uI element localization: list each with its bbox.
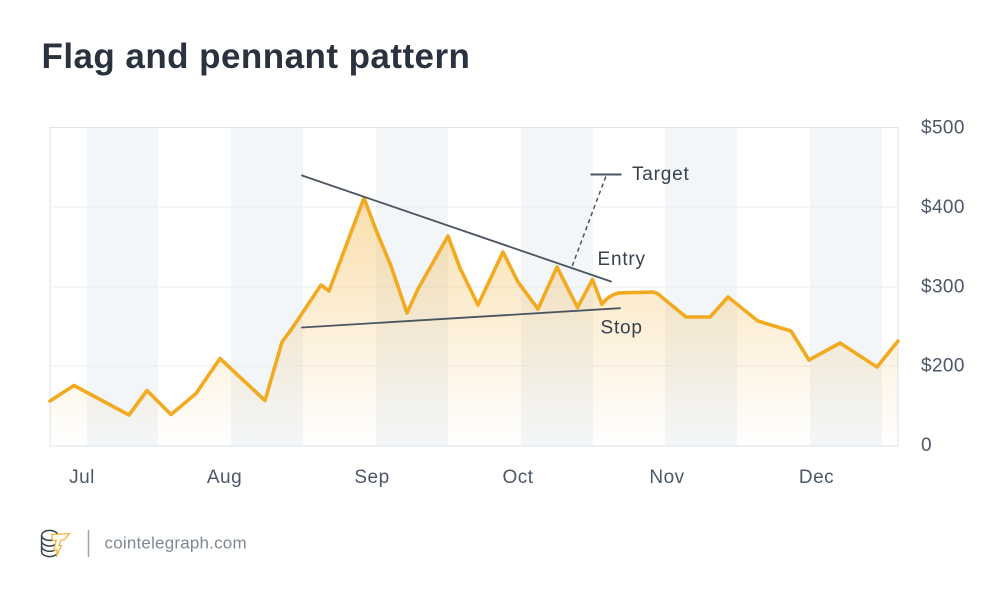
svg-text:cointelegraph.com: cointelegraph.com [105,533,247,552]
svg-text:$300: $300 [921,277,965,298]
svg-text:$400: $400 [921,197,965,218]
svg-text:Jul: Jul [69,467,95,488]
svg-text:Dec: Dec [799,467,834,488]
svg-text:Entry: Entry [598,249,646,270]
svg-text:Nov: Nov [649,467,684,488]
svg-text:$200: $200 [921,356,965,377]
svg-text:$500: $500 [921,117,965,138]
svg-text:Target: Target [632,164,690,185]
svg-text:Stop: Stop [601,318,643,339]
svg-text:Aug: Aug [207,467,242,488]
svg-text:Sep: Sep [354,467,389,488]
svg-text:0: 0 [921,435,932,456]
svg-text:Oct: Oct [502,467,533,488]
